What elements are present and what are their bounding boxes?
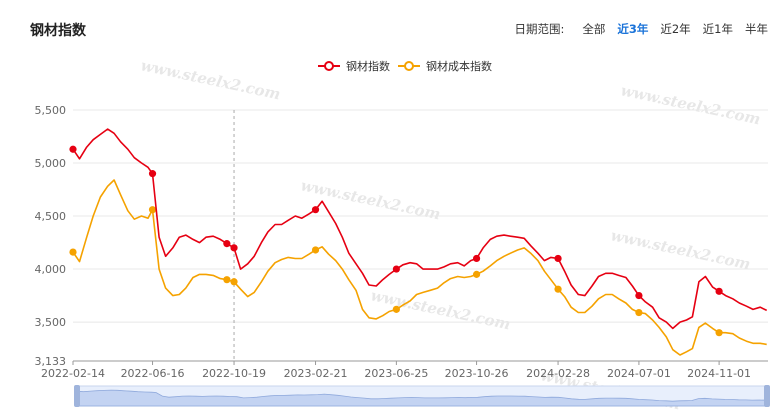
series-marker — [392, 305, 400, 313]
series-marker — [715, 329, 723, 337]
series-marker — [311, 206, 320, 214]
x-tick-label: 2023-02-21 — [284, 367, 348, 380]
range-option-all[interactable]: 全部 — [582, 22, 606, 36]
series-marker — [148, 170, 157, 178]
series-marker — [715, 287, 723, 295]
x-tick-label: 2022-02-14 — [41, 367, 105, 380]
watermark-text: www.steelx2.com — [619, 81, 762, 128]
y-tick-label: 3,500 — [35, 316, 67, 329]
legend-swatch-dot — [404, 61, 414, 71]
x-tick-label: 2022-10-19 — [202, 367, 266, 380]
legend-swatch-dot — [324, 61, 334, 71]
series-marker — [311, 246, 320, 254]
series-marker — [635, 291, 643, 300]
watermark-text: www.steelx2.com — [609, 226, 752, 273]
series-marker — [69, 145, 77, 153]
series-marker — [392, 265, 400, 273]
legend-item-steel-cost-index: 钢材成本指数 — [426, 59, 492, 73]
y-tick-label: 5,000 — [35, 157, 67, 170]
x-tick-label: 2024-07-01 — [607, 367, 671, 380]
y-tick-label: 4,500 — [35, 210, 67, 223]
y-tick-label: 3,133 — [35, 355, 67, 368]
series-marker — [148, 206, 157, 214]
series-line-steel-index — [72, 128, 768, 330]
x-tick-label: 2024-02-28 — [526, 367, 590, 380]
series-marker — [635, 308, 643, 317]
watermark-text: www.steelx2.com — [139, 56, 282, 103]
zoom-handle-left[interactable] — [74, 385, 80, 407]
series-marker — [554, 285, 562, 293]
series-marker — [223, 240, 231, 248]
x-tick-label: 2022-06-16 — [121, 367, 185, 380]
range-option-1y[interactable]: 近1年 — [702, 22, 733, 36]
range-option-3y[interactable]: 近3年 — [617, 22, 649, 36]
zoom-handle-right[interactable] — [764, 385, 770, 407]
y-tick-label: 4,000 — [35, 263, 67, 276]
series-marker — [223, 276, 231, 284]
legend-item-steel-index: 钢材指数 — [346, 59, 390, 73]
range-option-2y[interactable]: 近2年 — [660, 22, 691, 36]
series-marker — [554, 254, 562, 263]
x-tick-label: 2024-11-01 — [687, 367, 751, 380]
page-title: 钢材指数 — [30, 23, 86, 39]
series-marker — [472, 254, 481, 263]
x-tick-label: 2023-10-26 — [445, 367, 509, 380]
watermark-text: www.steelx2.com — [369, 286, 512, 333]
series-marker — [472, 270, 481, 278]
date-range-selector: 日期范围: 全部 近3年 近2年 近1年 半年 — [514, 21, 768, 37]
series-line-steel-cost-index — [72, 179, 767, 356]
series-marker — [230, 244, 238, 252]
range-option-6m[interactable]: 半年 — [745, 22, 768, 36]
x-tick-label: 2023-06-25 — [364, 367, 428, 380]
zoom-slider-preview — [76, 389, 768, 407]
series-marker — [230, 278, 238, 286]
y-tick-label: 5,500 — [35, 104, 67, 117]
series-marker — [69, 248, 77, 256]
date-range-label: 日期范围: — [514, 22, 565, 36]
